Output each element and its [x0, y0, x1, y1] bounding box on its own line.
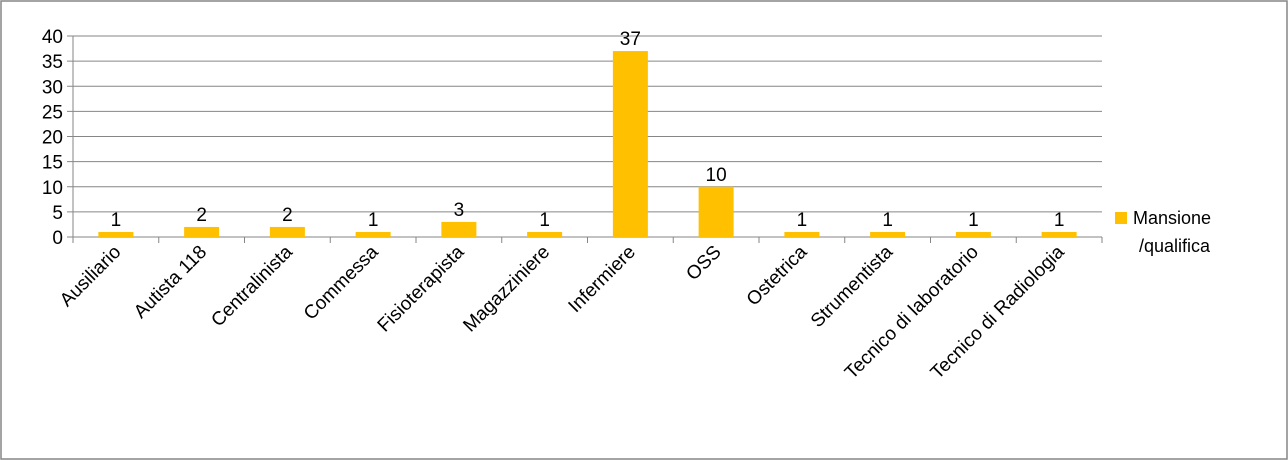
y-tick-label: 20: [42, 128, 63, 149]
y-tick-label: 10: [42, 178, 63, 199]
legend-label-line-2: /qualifica: [1139, 236, 1211, 256]
legend-swatch: [1115, 212, 1127, 224]
bar: [698, 186, 734, 237]
data-label: 1: [882, 210, 893, 231]
y-tick-label: 15: [42, 153, 63, 174]
gridlines: [73, 35, 1102, 213]
data-label: 2: [196, 205, 207, 226]
legend-label-line-1: Mansione: [1133, 208, 1211, 228]
y-tick-label: 40: [42, 27, 63, 48]
y-tick-labels: 0 5 10 15 20 25 30 35 40: [42, 27, 63, 249]
data-label: 2: [282, 205, 293, 226]
data-label: 10: [706, 165, 727, 186]
bar: [955, 231, 991, 237]
y-tick-label: 0: [52, 228, 63, 249]
y-tick-label: 25: [42, 102, 63, 123]
data-label: 37: [620, 29, 641, 50]
bars: [98, 51, 1077, 238]
bar: [1041, 231, 1077, 237]
legend: Mansione /qualifica: [1115, 208, 1211, 256]
bar: [355, 231, 391, 237]
bar: [269, 226, 305, 237]
data-label: 1: [539, 210, 550, 231]
data-label: 1: [368, 210, 379, 231]
data-label: 1: [968, 210, 979, 231]
data-label: 1: [111, 210, 122, 231]
y-tick-label: 30: [42, 77, 63, 98]
data-label: 1: [1054, 210, 1065, 231]
bar: [184, 226, 220, 237]
bar: [784, 231, 820, 237]
bar: [441, 221, 477, 237]
bar: [527, 231, 563, 237]
data-labels: 1 2 2 1 3 1 37 10 1 1 1 1: [111, 29, 1065, 231]
data-label: 1: [797, 210, 808, 231]
y-tick-label: 5: [52, 203, 63, 224]
bar: [612, 51, 648, 238]
bar: [98, 231, 134, 237]
bar: [870, 231, 906, 237]
y-tick-label: 35: [42, 52, 63, 73]
data-label: 3: [454, 200, 465, 221]
axes: [67, 35, 1103, 243]
